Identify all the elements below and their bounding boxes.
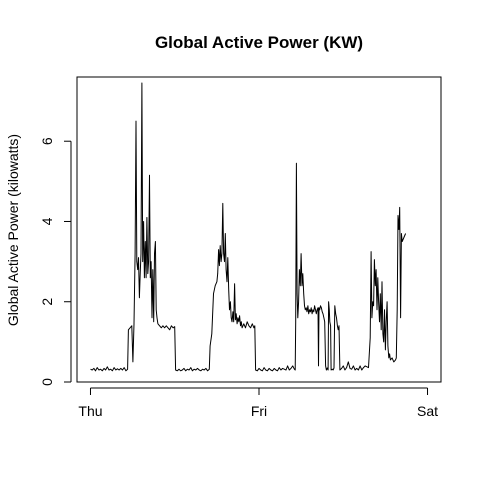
series-line <box>90 82 407 372</box>
x-tick-label: Fri <box>251 403 267 419</box>
x-tick-label: Sat <box>417 403 438 419</box>
y-axis-label: Global Active Power (kilowatts) <box>5 134 21 326</box>
y-tick-label: 4 <box>39 217 55 225</box>
chart-title: Global Active Power (KW) <box>155 33 363 52</box>
x-axis: Thu Fri Sat <box>78 387 438 419</box>
y-tick-label: 2 <box>39 298 55 306</box>
plot-frame <box>76 76 442 383</box>
y-tick-label: 6 <box>39 137 55 145</box>
x-tick-label: Thu <box>78 403 102 419</box>
y-tick-label: 0 <box>39 378 55 386</box>
y-axis: 0 2 4 6 <box>39 137 72 386</box>
